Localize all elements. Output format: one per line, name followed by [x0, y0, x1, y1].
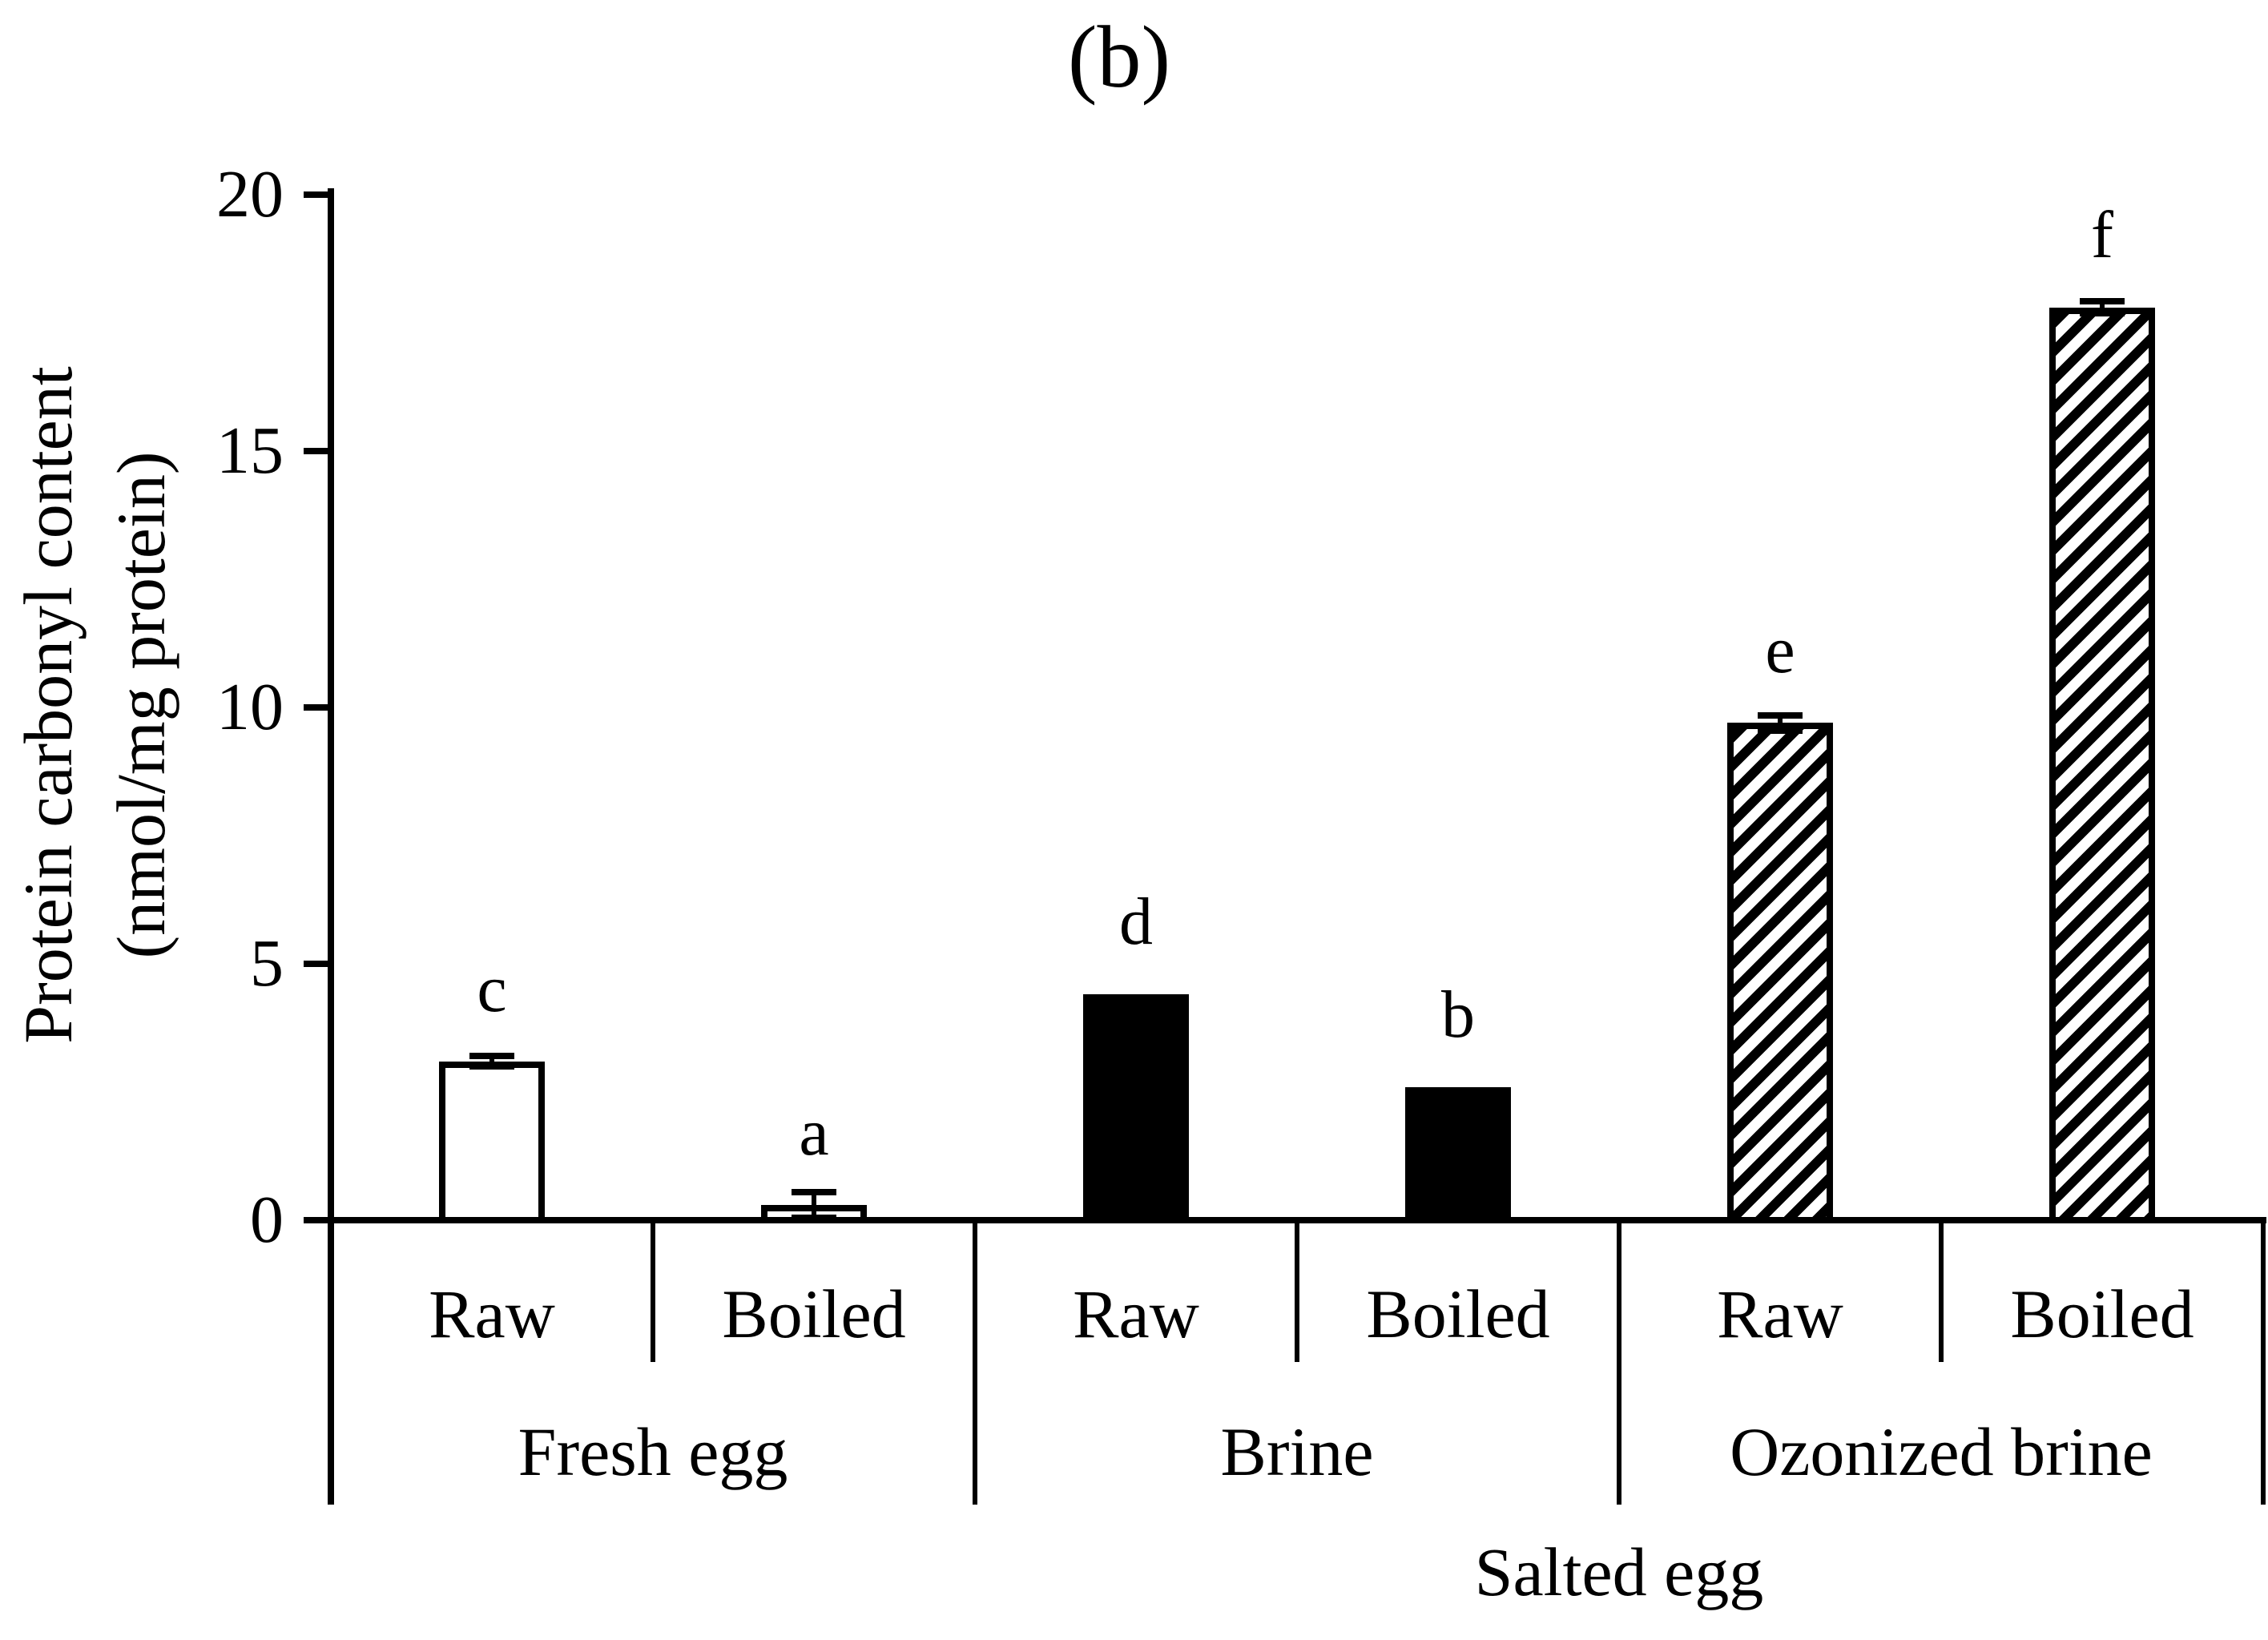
y-axis-line [328, 188, 334, 1505]
condition-separator-line [651, 1220, 655, 1362]
bar [439, 1061, 545, 1223]
y-axis-tick-label: 0 [250, 1183, 284, 1257]
significance-letter: d [1119, 884, 1153, 960]
error-bar-cap-bottom [1758, 727, 1803, 734]
y-axis-tick [304, 704, 328, 711]
y-axis-tick-label: 20 [216, 157, 284, 232]
x-axis-group-label: Ozonized brine [1730, 1413, 2153, 1490]
x-axis-condition-label: Boiled [2010, 1275, 2194, 1352]
y-axis-tick-label: 15 [216, 413, 284, 488]
x-axis-condition-label: Boiled [722, 1275, 906, 1352]
error-bar-cap-top [1758, 711, 1803, 719]
error-bar-cap-bottom [2080, 310, 2125, 317]
y-axis-tick-label: 5 [250, 926, 284, 1001]
y-axis-tick [304, 448, 328, 454]
x-axis-condition-label: Boiled [1366, 1275, 1550, 1352]
bar [1727, 723, 1833, 1223]
error-bar-whisker [1778, 715, 1783, 731]
y-axis-tick [304, 191, 328, 198]
error-bar-cap-bottom [469, 1063, 514, 1070]
significance-letter: b [1441, 977, 1475, 1052]
error-bar-whisker [489, 1056, 494, 1066]
y-axis-tick [304, 961, 328, 967]
error-bar-cap-bottom [792, 1214, 836, 1221]
error-bar-cap-top [2080, 298, 2125, 305]
bar [2049, 307, 2155, 1223]
x-axis-condition-label: Raw [1717, 1275, 1843, 1352]
significance-letter: c [477, 951, 507, 1026]
x-axis-outer-group-label: Salted egg [1474, 1533, 1764, 1610]
error-bar-cap-top [792, 1188, 836, 1195]
y-axis-tick-label: 10 [216, 670, 284, 744]
condition-separator-line [1295, 1220, 1299, 1362]
chart-title: (b) [1067, 8, 1171, 106]
error-bar-whisker [2100, 301, 2105, 314]
y-axis-tick [304, 1217, 328, 1223]
bar [1405, 1086, 1511, 1223]
x-axis-condition-label: Raw [429, 1275, 555, 1352]
significance-letter: a [799, 1094, 829, 1170]
x-axis-group-label: Brine [1220, 1413, 1374, 1490]
y-axis-label-line1: Protein carbonyl content [10, 366, 87, 1044]
error-bar-cap-top [469, 1053, 514, 1060]
error-bar-whisker [812, 1191, 816, 1218]
significance-letter: e [1765, 613, 1795, 688]
significance-letter: f [2091, 197, 2113, 272]
condition-separator-line [1939, 1220, 1944, 1362]
x-axis-group-label: Fresh egg [518, 1413, 788, 1490]
x-axis-condition-label: Raw [1073, 1275, 1199, 1352]
bar [1083, 994, 1189, 1223]
group-separator-line [973, 1220, 977, 1505]
group-separator-line [1617, 1220, 1621, 1505]
group-separator-line [2261, 1220, 2266, 1505]
